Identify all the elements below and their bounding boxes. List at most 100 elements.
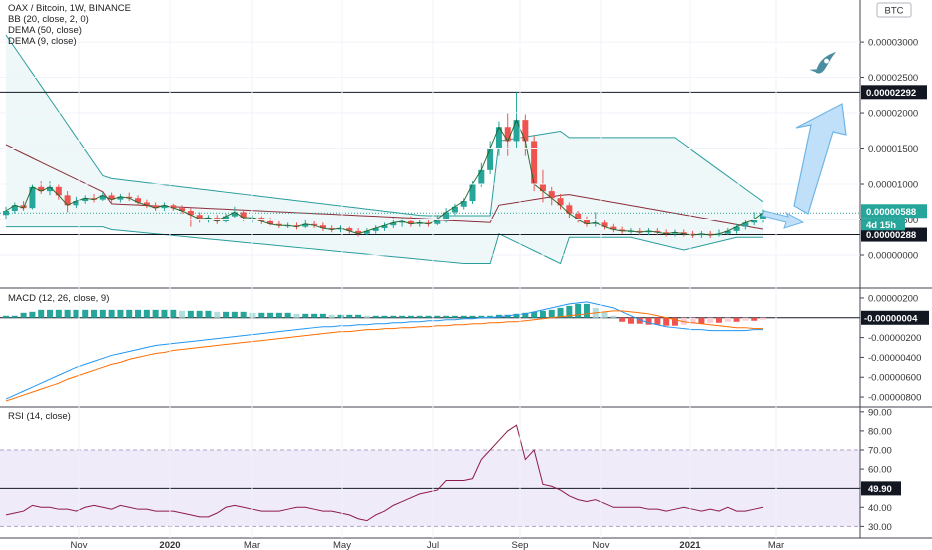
lower-line-price-tag-box	[861, 227, 927, 242]
rsi-tick-label: 80.00	[868, 426, 892, 437]
price-tick-label: 0.00002500	[868, 73, 918, 84]
candle-body	[91, 198, 98, 200]
macd-histogram-bar	[363, 315, 370, 318]
candle-body	[645, 230, 652, 233]
time-tick-label: Mar	[244, 540, 260, 550]
time-tick-label: Nov	[71, 540, 88, 550]
candle-body	[170, 205, 177, 209]
candle-body	[29, 186, 36, 209]
macd-histogram-bar	[55, 309, 62, 318]
countdown-box	[861, 218, 905, 231]
rsi-tick-label: 70.00	[868, 446, 892, 457]
candle-body	[707, 233, 714, 236]
macd-histogram-bar	[478, 315, 485, 318]
candle-body	[425, 222, 432, 224]
macd-histogram-bar	[443, 315, 450, 318]
bollinger-lower-line	[6, 226, 763, 265]
candle-body	[715, 233, 722, 236]
time-tick-label: Nov	[593, 540, 610, 550]
macd-histogram-bar	[293, 313, 300, 318]
candle-body	[73, 201, 80, 206]
macd-histogram-bar	[575, 303, 582, 318]
macd-histogram-bar	[240, 311, 247, 318]
dema9-line	[5, 118, 764, 236]
candle-body	[434, 219, 441, 224]
macd-histogram-bar	[223, 311, 230, 318]
candle-body	[38, 186, 45, 192]
macd-histogram-bar	[275, 312, 282, 318]
macd-histogram-bar	[760, 317, 766, 320]
macd-histogram-bar	[231, 311, 238, 318]
currency-badge[interactable]: BTC	[876, 2, 912, 18]
macd-histogram-bar	[627, 317, 634, 324]
candle-body	[724, 230, 731, 234]
price-tick-label: 0.00000000	[868, 251, 918, 262]
macd-histogram-bar	[487, 315, 494, 318]
macd-histogram-bar	[311, 313, 318, 318]
macd-tick-label: 0.00000200	[868, 293, 918, 304]
candle-body	[636, 230, 643, 233]
rsi-tick-label: 90.00	[868, 407, 892, 418]
macd-histogram-bar	[434, 315, 441, 318]
macd-histogram-bar	[566, 305, 573, 318]
time-tick-label: Sep	[512, 540, 529, 550]
macd-histogram-bar	[654, 317, 661, 325]
candle-body	[663, 232, 670, 234]
candle-body	[742, 222, 749, 227]
candle-body	[592, 222, 599, 224]
bollinger-upper-line	[5, 34, 764, 217]
macd-histogram-bar	[698, 317, 705, 324]
current-price-tag: 0.00000588	[866, 207, 916, 218]
candle-body	[64, 195, 71, 206]
candle-body	[363, 230, 370, 234]
macd-histogram-bar	[636, 317, 643, 324]
candle-body	[293, 225, 300, 227]
macd-histogram-bar	[663, 317, 670, 326]
macd-histogram-bar	[451, 315, 458, 318]
candle-body	[223, 216, 230, 221]
macd-histogram-bar	[117, 309, 124, 318]
rsi-tick-label: 40.00	[868, 503, 892, 514]
macd-tick-label: -0.00000400	[868, 353, 921, 364]
candle-body	[99, 195, 106, 200]
candle-body	[302, 223, 309, 227]
rocket-icon	[809, 52, 837, 74]
macd-histogram-bar	[302, 313, 309, 318]
bollinger-fill	[6, 34, 763, 264]
small-arrow-icon	[761, 210, 805, 229]
rsi-pane	[0, 424, 860, 527]
candle-body	[416, 222, 423, 224]
candle-body	[451, 206, 458, 213]
macd-histogram-bar	[205, 310, 212, 318]
macd-legend: MACD (12, 26, close, 9)	[8, 293, 109, 304]
macd-histogram-bar	[548, 309, 555, 318]
macd-histogram-bar	[258, 312, 265, 318]
candle-body	[680, 232, 687, 234]
candle-body	[689, 233, 696, 236]
macd-histogram-bar	[724, 317, 731, 322]
bollinger-basis-line	[5, 144, 764, 230]
candle-body	[143, 202, 150, 206]
macd-histogram-bar	[47, 309, 54, 318]
candle-body	[267, 220, 274, 224]
price-tick-label: 0.00001000	[868, 180, 918, 191]
macd-histogram-bar	[196, 310, 203, 318]
upper-line-price-tag-box	[861, 85, 927, 100]
candle-body	[311, 223, 318, 226]
candle-body	[135, 198, 142, 203]
candle-body	[495, 127, 502, 149]
macd-histogram-bar	[460, 315, 467, 318]
macd-histogram-bar	[284, 312, 291, 318]
macd-histogram-bar	[671, 317, 678, 326]
macd-histogram-bar	[425, 315, 432, 318]
candle-body	[583, 219, 590, 224]
candle-body	[152, 205, 159, 209]
candle-body	[20, 205, 27, 209]
macd-tick-label: -0.00000800	[868, 393, 921, 404]
macd-histogram-bar	[381, 315, 388, 318]
candle-body	[407, 220, 414, 224]
candle-body	[11, 205, 18, 211]
macd-histogram-bar	[143, 309, 150, 318]
candle-body	[443, 212, 450, 220]
